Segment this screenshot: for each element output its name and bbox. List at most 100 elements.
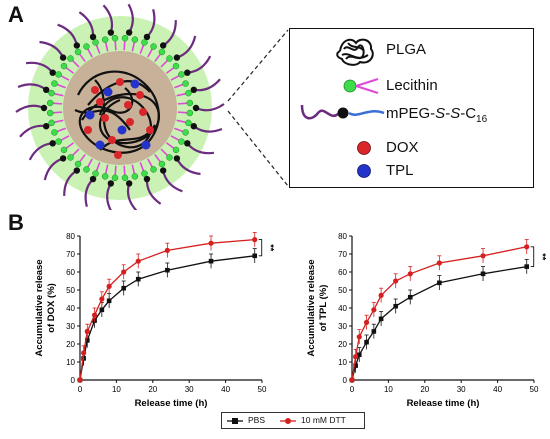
y-tick-label: 70	[66, 250, 75, 259]
lecithin-head	[172, 146, 180, 154]
y-tick-label: 80	[66, 232, 75, 241]
lecithin-tail	[176, 119, 187, 124]
dox-release-chart: 0 10 20 30 40 50 60 70 80 0 10 20 30 40 50 Release time…	[34, 231, 276, 409]
lecithin-tail	[95, 44, 101, 54]
plga-core	[63, 51, 177, 165]
x-tick-label: 30	[457, 385, 466, 394]
lecithin-head	[67, 154, 74, 161]
disulfide-node	[173, 54, 181, 61]
lecithin-head	[150, 43, 157, 50]
callout-line-bottom	[227, 110, 289, 187]
disulfide-node	[59, 155, 67, 162]
series-line-1	[79, 238, 255, 381]
plga-strand	[77, 70, 160, 154]
callout-line-top	[227, 29, 289, 102]
disulfide-node	[49, 69, 56, 76]
y-tick-label: 60	[66, 268, 75, 277]
y-tick-label: 30	[338, 322, 347, 331]
tpl-icon	[357, 164, 371, 178]
disulfide-node	[89, 175, 97, 183]
lecithin-tail	[131, 164, 136, 175]
mpeg-dash1: -	[445, 105, 451, 122]
lecithin-tail	[114, 40, 117, 51]
dox-icon	[357, 141, 371, 155]
x-tick-label: 30	[185, 385, 194, 394]
x-tick-label: 40	[493, 385, 502, 394]
data-point	[356, 334, 362, 340]
y-tick-label: 60	[338, 268, 347, 277]
tpl-molecule	[141, 140, 151, 150]
disulfide-node	[59, 54, 67, 61]
x-tick-label: 40	[221, 385, 230, 394]
disulfide-node	[73, 167, 81, 174]
data-point	[524, 244, 530, 250]
dox-molecule	[84, 126, 92, 134]
data-point	[106, 283, 112, 289]
dox-molecule	[101, 114, 109, 122]
lecithin-tail	[154, 153, 162, 163]
lecithin-tail	[104, 41, 109, 52]
lecithin-tail	[71, 148, 80, 157]
data-point	[252, 237, 258, 243]
lecithin-tail	[56, 127, 66, 133]
lecithin-tail	[160, 59, 169, 68]
y-tick-label: 10	[338, 358, 347, 367]
lecithin-tail	[139, 44, 145, 54]
lecithin-head	[178, 138, 185, 145]
disulfide-node	[107, 29, 115, 36]
data-point	[121, 269, 127, 275]
lecithin-head	[67, 55, 74, 62]
lecithin-head	[101, 36, 109, 43]
lecithin-head	[141, 39, 148, 46]
data-point	[252, 253, 258, 259]
lecithin-tail	[114, 165, 117, 176]
lecithin-tail	[154, 53, 162, 63]
x-tick-label: 50	[258, 385, 267, 394]
data-point	[524, 264, 530, 269]
lecithin-head	[46, 109, 54, 117]
y-axis-label-line1: Accumulative release	[34, 259, 45, 356]
lecithin-tail	[59, 135, 70, 142]
lecithin-tail	[165, 66, 175, 74]
disulfide-node	[192, 104, 200, 112]
y-tick-label: 20	[66, 340, 75, 349]
lecithin-tail	[86, 158, 93, 169]
dtt-legend-label: 10 mM DTT	[301, 415, 346, 425]
tpl-molecule	[95, 140, 105, 150]
lecithin-tail	[160, 148, 169, 157]
lecithin-tail	[123, 40, 126, 51]
lecithin-icon	[343, 77, 379, 95]
x-tick-label: 50	[530, 385, 539, 394]
dox-molecule	[126, 118, 134, 126]
series-legend: PBS 10 mM DTT	[221, 412, 365, 429]
lecithin-head	[186, 109, 194, 117]
y-tick-label: 10	[66, 358, 75, 367]
lecithin-tail	[170, 135, 181, 142]
y-tick-label: 50	[66, 286, 75, 295]
x-tick-label: 0	[350, 385, 355, 394]
data-point	[77, 377, 83, 383]
data-point	[480, 271, 486, 277]
data-point	[135, 258, 141, 264]
lecithin-head	[60, 62, 68, 70]
dox-molecule	[139, 108, 147, 116]
mpeg-s1: S	[435, 105, 446, 122]
x-tick-label: 10	[384, 385, 393, 394]
lecithin-tail	[95, 162, 101, 172]
dox-molecule	[96, 98, 104, 106]
mpeg-prefix: mPEG-	[386, 105, 436, 122]
data-point	[81, 350, 87, 356]
lecithin-head	[121, 174, 129, 182]
y-tick-label: 80	[338, 232, 347, 241]
lecithin-tail	[165, 142, 175, 150]
lecithin-head	[74, 160, 82, 168]
lecithin-tail	[53, 119, 64, 124]
legend-lecithin-label: Lecithin	[386, 77, 438, 94]
disulfide-node	[159, 42, 167, 49]
lecithin-tail	[71, 59, 80, 68]
data-point	[407, 271, 413, 277]
disulfide-node	[190, 86, 197, 94]
y-tick-label: 0	[71, 376, 76, 385]
disulfide-node	[40, 104, 48, 112]
lecithin-head	[48, 89, 55, 97]
